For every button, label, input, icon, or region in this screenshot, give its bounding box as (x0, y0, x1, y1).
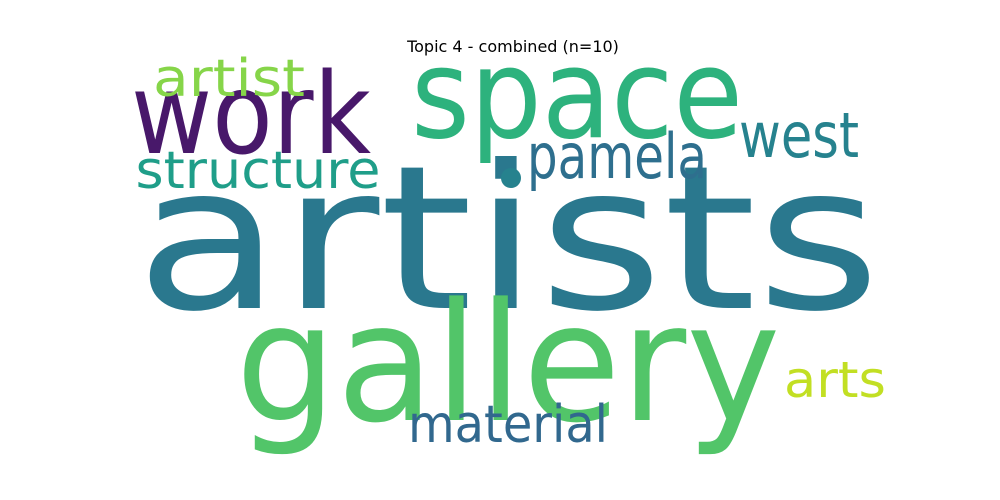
stray-dot (501, 168, 521, 188)
word-material: material (408, 395, 608, 455)
word-structure: structure (136, 141, 381, 201)
word-arts: arts (784, 351, 886, 409)
word-pamela: pamela (527, 120, 707, 193)
word-west: west (739, 99, 859, 172)
word-artist: artist (153, 49, 305, 109)
